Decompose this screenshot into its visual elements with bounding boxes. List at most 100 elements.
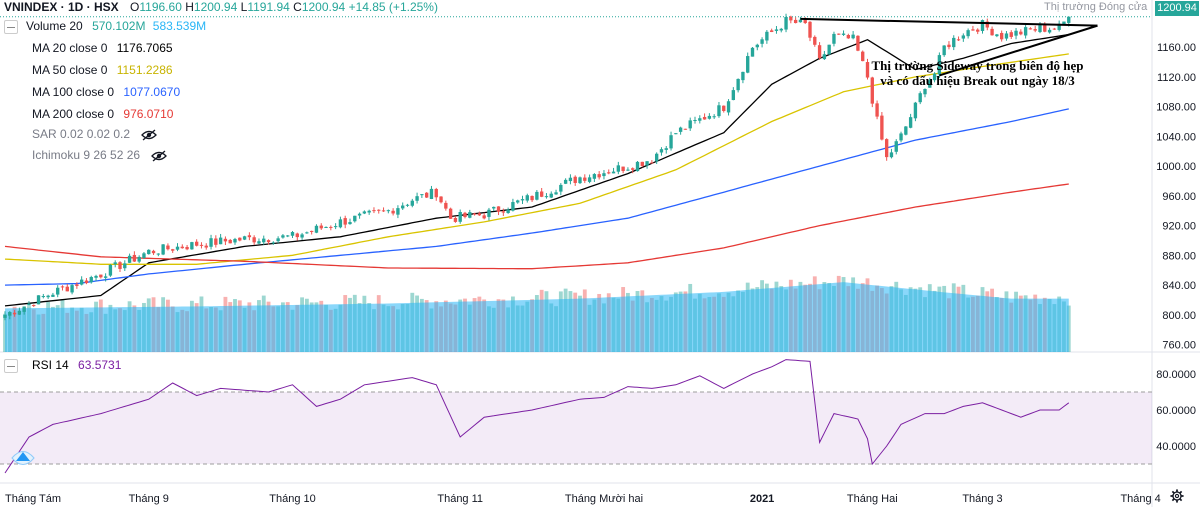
symbol-name[interactable]: VNINDEX · 1D · HSX [4, 0, 119, 14]
candle-body [611, 171, 616, 174]
price-tick-label: 1160.00 [1157, 42, 1196, 54]
candle-body [420, 194, 424, 196]
candle-body [750, 47, 755, 57]
candle-body [516, 200, 520, 203]
candle-body [741, 71, 745, 81]
candle-body [32, 305, 36, 307]
candle-body [731, 90, 736, 101]
price-tick-label: 880.00 [1162, 250, 1196, 262]
candle-body [1019, 31, 1023, 35]
rsi-label: RSI 14 [32, 358, 69, 372]
candle-body [94, 275, 98, 278]
legend-ma50[interactable]: MA 50 close 0 1151.2286 [32, 61, 173, 79]
candle-body [362, 211, 367, 214]
candle-body [952, 37, 956, 48]
time-tick-label: Tháng 10 [269, 493, 315, 505]
chart-annotation: Thị trường Sideway trong biên độ hẹp và … [845, 58, 1110, 88]
hidden-eye-icon[interactable] [151, 150, 168, 162]
candle-body [290, 232, 295, 236]
candle-body [281, 235, 285, 238]
candle-body [453, 217, 458, 222]
candle-body [568, 177, 573, 182]
candle-body [113, 262, 117, 265]
legend-ma20-value: 1176.7065 [116, 41, 173, 55]
candle-body [194, 241, 199, 246]
candle-body [583, 177, 587, 181]
candle-body [17, 310, 22, 315]
candle-body [736, 78, 740, 91]
hidden-eye-icon[interactable] [141, 129, 158, 141]
candle-body [305, 232, 309, 234]
candle-body [127, 255, 132, 263]
ohlc-high-label: H [185, 0, 194, 14]
candle-body [535, 191, 539, 200]
legend-ma200-value: 976.0710 [123, 107, 174, 121]
rsi-legend[interactable]: RSI 14 63.5731 [32, 358, 121, 372]
candle-body [554, 192, 558, 195]
candle-body [870, 77, 874, 104]
candle-body [693, 120, 697, 122]
candle-body [990, 28, 994, 36]
time-tick-label: Tháng 9 [129, 493, 169, 505]
candle-body [631, 168, 635, 170]
candle-body [573, 176, 577, 183]
candle-body [477, 213, 482, 216]
legend-ma20[interactable]: MA 20 close 0 1176.7065 [32, 39, 173, 57]
rsi-tick-label: 80.0000 [1156, 369, 1196, 381]
candle-body [295, 233, 299, 238]
candle-body [717, 105, 721, 117]
candle-body [492, 206, 496, 209]
candle-body [36, 295, 41, 305]
ohlc-close: 1200.94 [301, 0, 346, 14]
ma-line-20 [4, 33, 1069, 307]
collapse-legend-handle[interactable] [4, 20, 18, 34]
candle-body [271, 242, 276, 244]
candle-body [856, 35, 860, 51]
candle-body [961, 35, 966, 39]
candle-body [487, 209, 491, 217]
legend-sar[interactable]: SAR 0.02 0.02 0.2 [32, 125, 158, 143]
candle-body [262, 238, 266, 243]
candle-body [808, 21, 812, 38]
candle-body [79, 279, 84, 285]
tradingview-logo-icon[interactable] [10, 446, 36, 468]
candle-body [65, 286, 69, 292]
candle-body [765, 31, 769, 41]
candle-body [793, 19, 798, 24]
candle-body [300, 234, 304, 238]
legend-sar-label: SAR 0.02 0.02 0.2 [32, 127, 131, 141]
candle-body [46, 295, 50, 298]
candle-body [822, 54, 827, 60]
candle-body [257, 241, 261, 244]
candle-body [817, 45, 822, 59]
candle-body [118, 262, 122, 269]
candle-body [539, 191, 544, 197]
candle-body [597, 174, 601, 178]
candle-body [1033, 29, 1037, 31]
legend-volume-value: 570.102M [92, 19, 146, 33]
candle-body [247, 235, 252, 238]
candle-body [41, 296, 46, 298]
candle-body [266, 240, 271, 243]
candle-body [410, 200, 414, 206]
candle-body [889, 152, 894, 158]
candle-body [309, 230, 314, 232]
time-tick-label: Tháng 4 [1120, 493, 1160, 505]
candle-body [894, 141, 898, 152]
collapse-rsi-handle[interactable] [4, 359, 18, 373]
candle-body [75, 284, 79, 286]
candle-body [851, 34, 855, 39]
legend-ma50-value: 1151.2286 [116, 63, 173, 77]
gear-icon[interactable] [1170, 489, 1184, 503]
legend-ma100[interactable]: MA 100 close 0 1077.0670 [32, 83, 180, 101]
time-tick-label: Tháng Tám [5, 493, 61, 505]
candle-body [688, 120, 692, 129]
last-price-tag: 1200.94 [1155, 1, 1199, 16]
legend-ma200[interactable]: MA 200 close 0 976.0710 [32, 105, 173, 123]
candle-body [218, 237, 223, 245]
legend-volume[interactable]: Volume 20 570.102M 583.539M [26, 17, 206, 35]
trendline [939, 24, 1098, 77]
annotation-line-1: Thị trường Sideway trong biên độ hẹp [871, 58, 1084, 73]
legend-ichimoku[interactable]: Ichimoku 9 26 52 26 [32, 146, 168, 164]
